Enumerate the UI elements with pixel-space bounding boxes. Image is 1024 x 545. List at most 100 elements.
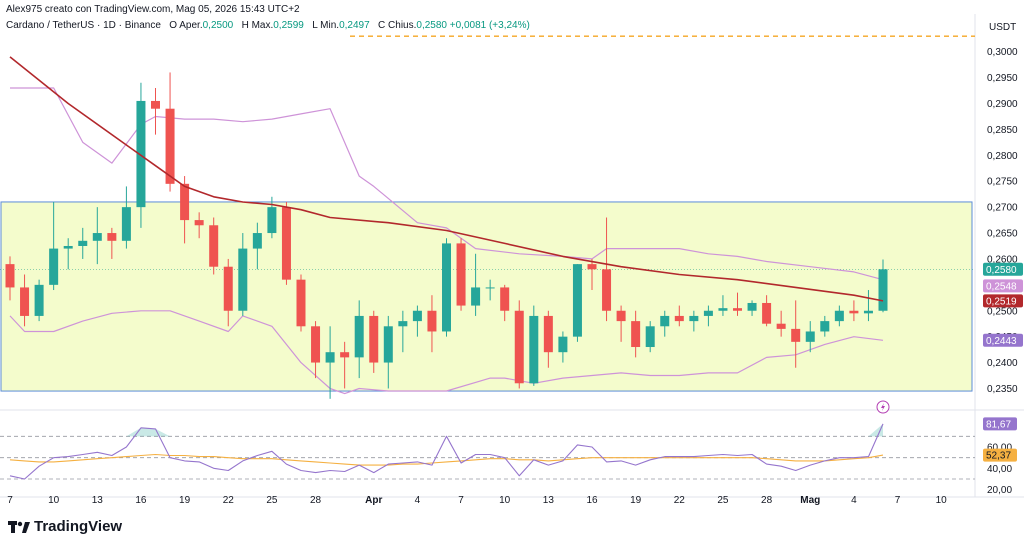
candle-up bbox=[820, 321, 830, 332]
candle-down bbox=[514, 310, 524, 384]
candle-down bbox=[791, 328, 801, 342]
low-label: L bbox=[312, 20, 318, 31]
open-name: Aper. bbox=[179, 20, 203, 31]
candle-down bbox=[165, 108, 175, 184]
time-tick-label: 28 bbox=[761, 495, 773, 506]
candle-down bbox=[631, 321, 641, 348]
candle-down bbox=[733, 308, 742, 311]
time-tick-label: 7 bbox=[7, 495, 13, 506]
tradingview-logo-icon bbox=[8, 520, 30, 534]
candle-down bbox=[107, 233, 117, 241]
symbol-name[interactable]: Cardano / TetherUS · 1D · Binance bbox=[6, 20, 161, 31]
rsi-line bbox=[9, 423, 884, 480]
candle-up bbox=[689, 315, 699, 322]
candle-up bbox=[747, 302, 757, 311]
time-tick-label: 28 bbox=[310, 495, 322, 506]
high-label: H bbox=[241, 20, 249, 31]
time-tick-label: 13 bbox=[543, 495, 555, 506]
candle-up bbox=[878, 269, 888, 311]
price-label-badge-lower bbox=[983, 333, 1023, 347]
candle-up bbox=[572, 264, 582, 337]
candle-up bbox=[718, 308, 728, 311]
candle-down bbox=[616, 310, 626, 322]
candle-down bbox=[369, 315, 379, 363]
candle-down bbox=[194, 220, 204, 226]
close-name: Chius. bbox=[388, 20, 417, 31]
high-name: Max. bbox=[251, 20, 274, 31]
change-value: +0,0081 (+3,24%) bbox=[449, 20, 530, 31]
candle-down bbox=[281, 207, 291, 280]
candle-down bbox=[602, 269, 612, 311]
candle-up bbox=[398, 321, 408, 327]
candle-up bbox=[267, 207, 277, 234]
time-tick-label: 16 bbox=[586, 495, 598, 506]
candle-down bbox=[5, 264, 15, 288]
candle-down bbox=[151, 100, 160, 109]
time-tick-label: 10 bbox=[499, 495, 511, 506]
price-tick-label: 0,2750 bbox=[987, 177, 1018, 188]
candle-down bbox=[296, 279, 306, 327]
candle-up bbox=[34, 284, 44, 316]
open-label: O bbox=[169, 20, 178, 31]
candle-down bbox=[223, 266, 233, 311]
candle-down bbox=[776, 323, 786, 329]
price-tick-label: 0,2600 bbox=[987, 254, 1018, 265]
rsi-label-badge-rsi bbox=[983, 417, 1017, 431]
chart-attribution: Alex975 creato con TradingView.com, Mag … bbox=[6, 4, 300, 15]
price-label-badge-ma bbox=[983, 294, 1023, 308]
candle-up bbox=[703, 310, 713, 316]
close-value: 0,2580 bbox=[416, 20, 447, 31]
price-tick-label: 0,2950 bbox=[987, 73, 1018, 84]
rsi-overbought-fill bbox=[140, 427, 156, 437]
candle-up bbox=[485, 287, 495, 289]
currency-unit: USDT bbox=[989, 22, 1017, 33]
candle-up bbox=[121, 207, 131, 241]
rsi-tick-label: 20,00 bbox=[987, 485, 1012, 496]
time-tick-label: 25 bbox=[717, 495, 729, 506]
candle-up bbox=[412, 310, 422, 322]
candle-up bbox=[354, 315, 364, 358]
candle-up bbox=[558, 336, 568, 353]
price-tick-label: 0,2900 bbox=[987, 99, 1018, 110]
time-tick-label: Apr bbox=[365, 495, 382, 506]
time-tick-label: 10 bbox=[936, 495, 948, 506]
candle-up bbox=[442, 243, 451, 332]
candle-down bbox=[20, 287, 30, 316]
candle-down bbox=[311, 326, 321, 363]
price-label-lower: 0,2443 bbox=[986, 336, 1017, 347]
low-name: Min. bbox=[320, 20, 340, 31]
price-tick-label: 0,2850 bbox=[987, 125, 1018, 136]
time-tick-label: 16 bbox=[135, 495, 147, 506]
tradingview-brand[interactable]: TradingView bbox=[34, 518, 123, 535]
candle-up bbox=[78, 240, 88, 246]
time-tick-label: 4 bbox=[851, 495, 857, 506]
tradingview-footer: TradingView bbox=[8, 518, 122, 535]
candle-up bbox=[49, 248, 59, 285]
time-tick-label: 25 bbox=[266, 495, 278, 506]
candle-up bbox=[63, 245, 73, 249]
rsi-overbought-fill bbox=[126, 427, 141, 437]
candle-down bbox=[340, 352, 350, 358]
candle-down bbox=[427, 310, 437, 332]
candle-down bbox=[849, 310, 859, 314]
price-tick-label: 0,2350 bbox=[987, 384, 1018, 395]
candle-up bbox=[92, 233, 102, 241]
range-zone bbox=[0, 201, 973, 392]
lightning-icon bbox=[881, 403, 885, 411]
candle-down bbox=[543, 315, 553, 353]
moving-average-line bbox=[9, 56, 884, 302]
candle-up bbox=[529, 315, 539, 384]
price-label-badge-upper bbox=[983, 279, 1023, 293]
price-tick-label: 0,2800 bbox=[987, 151, 1018, 162]
candle-down bbox=[209, 225, 219, 267]
price-label-ma: 0,2519 bbox=[986, 296, 1017, 307]
candle-up bbox=[238, 248, 248, 311]
time-tick-label: 19 bbox=[179, 495, 191, 506]
bollinger-lower-line bbox=[9, 310, 884, 395]
price-tick-label: 0,2650 bbox=[987, 229, 1018, 240]
symbol-ohlc-legend: Cardano / TetherUS · 1D · Binance O Aper… bbox=[6, 20, 530, 31]
candle-down bbox=[456, 243, 466, 306]
time-tick-label: 7 bbox=[895, 495, 901, 506]
time-tick-label: 13 bbox=[92, 495, 104, 506]
